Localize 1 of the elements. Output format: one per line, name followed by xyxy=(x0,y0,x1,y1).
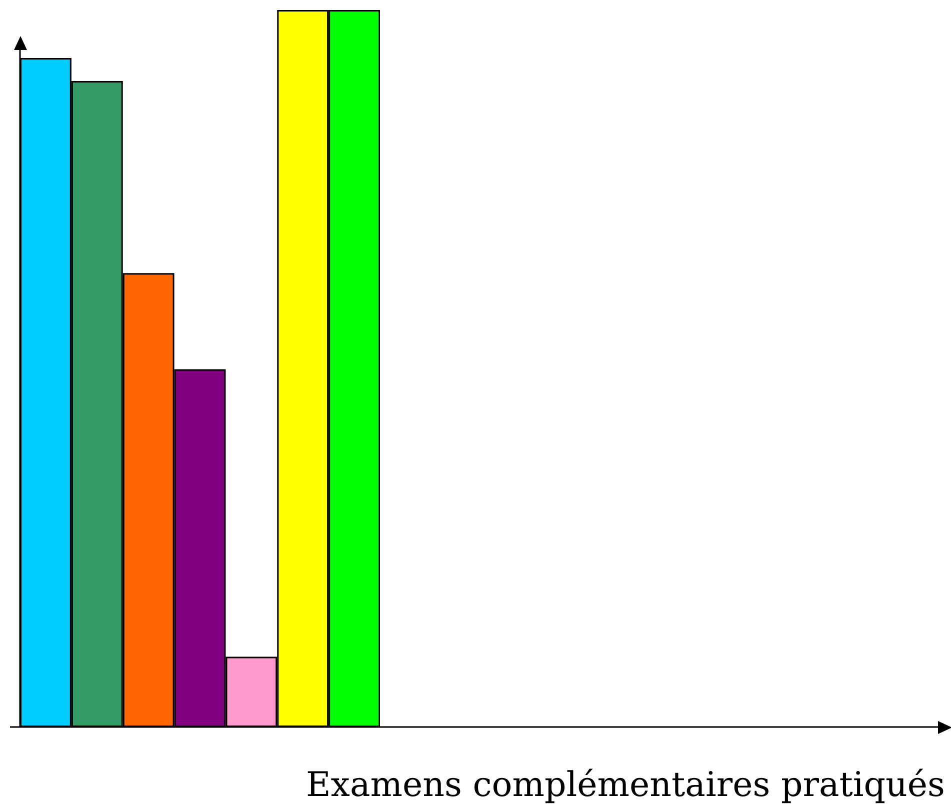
x-axis-title: Examens complémentaires pratiqués xyxy=(306,765,946,805)
